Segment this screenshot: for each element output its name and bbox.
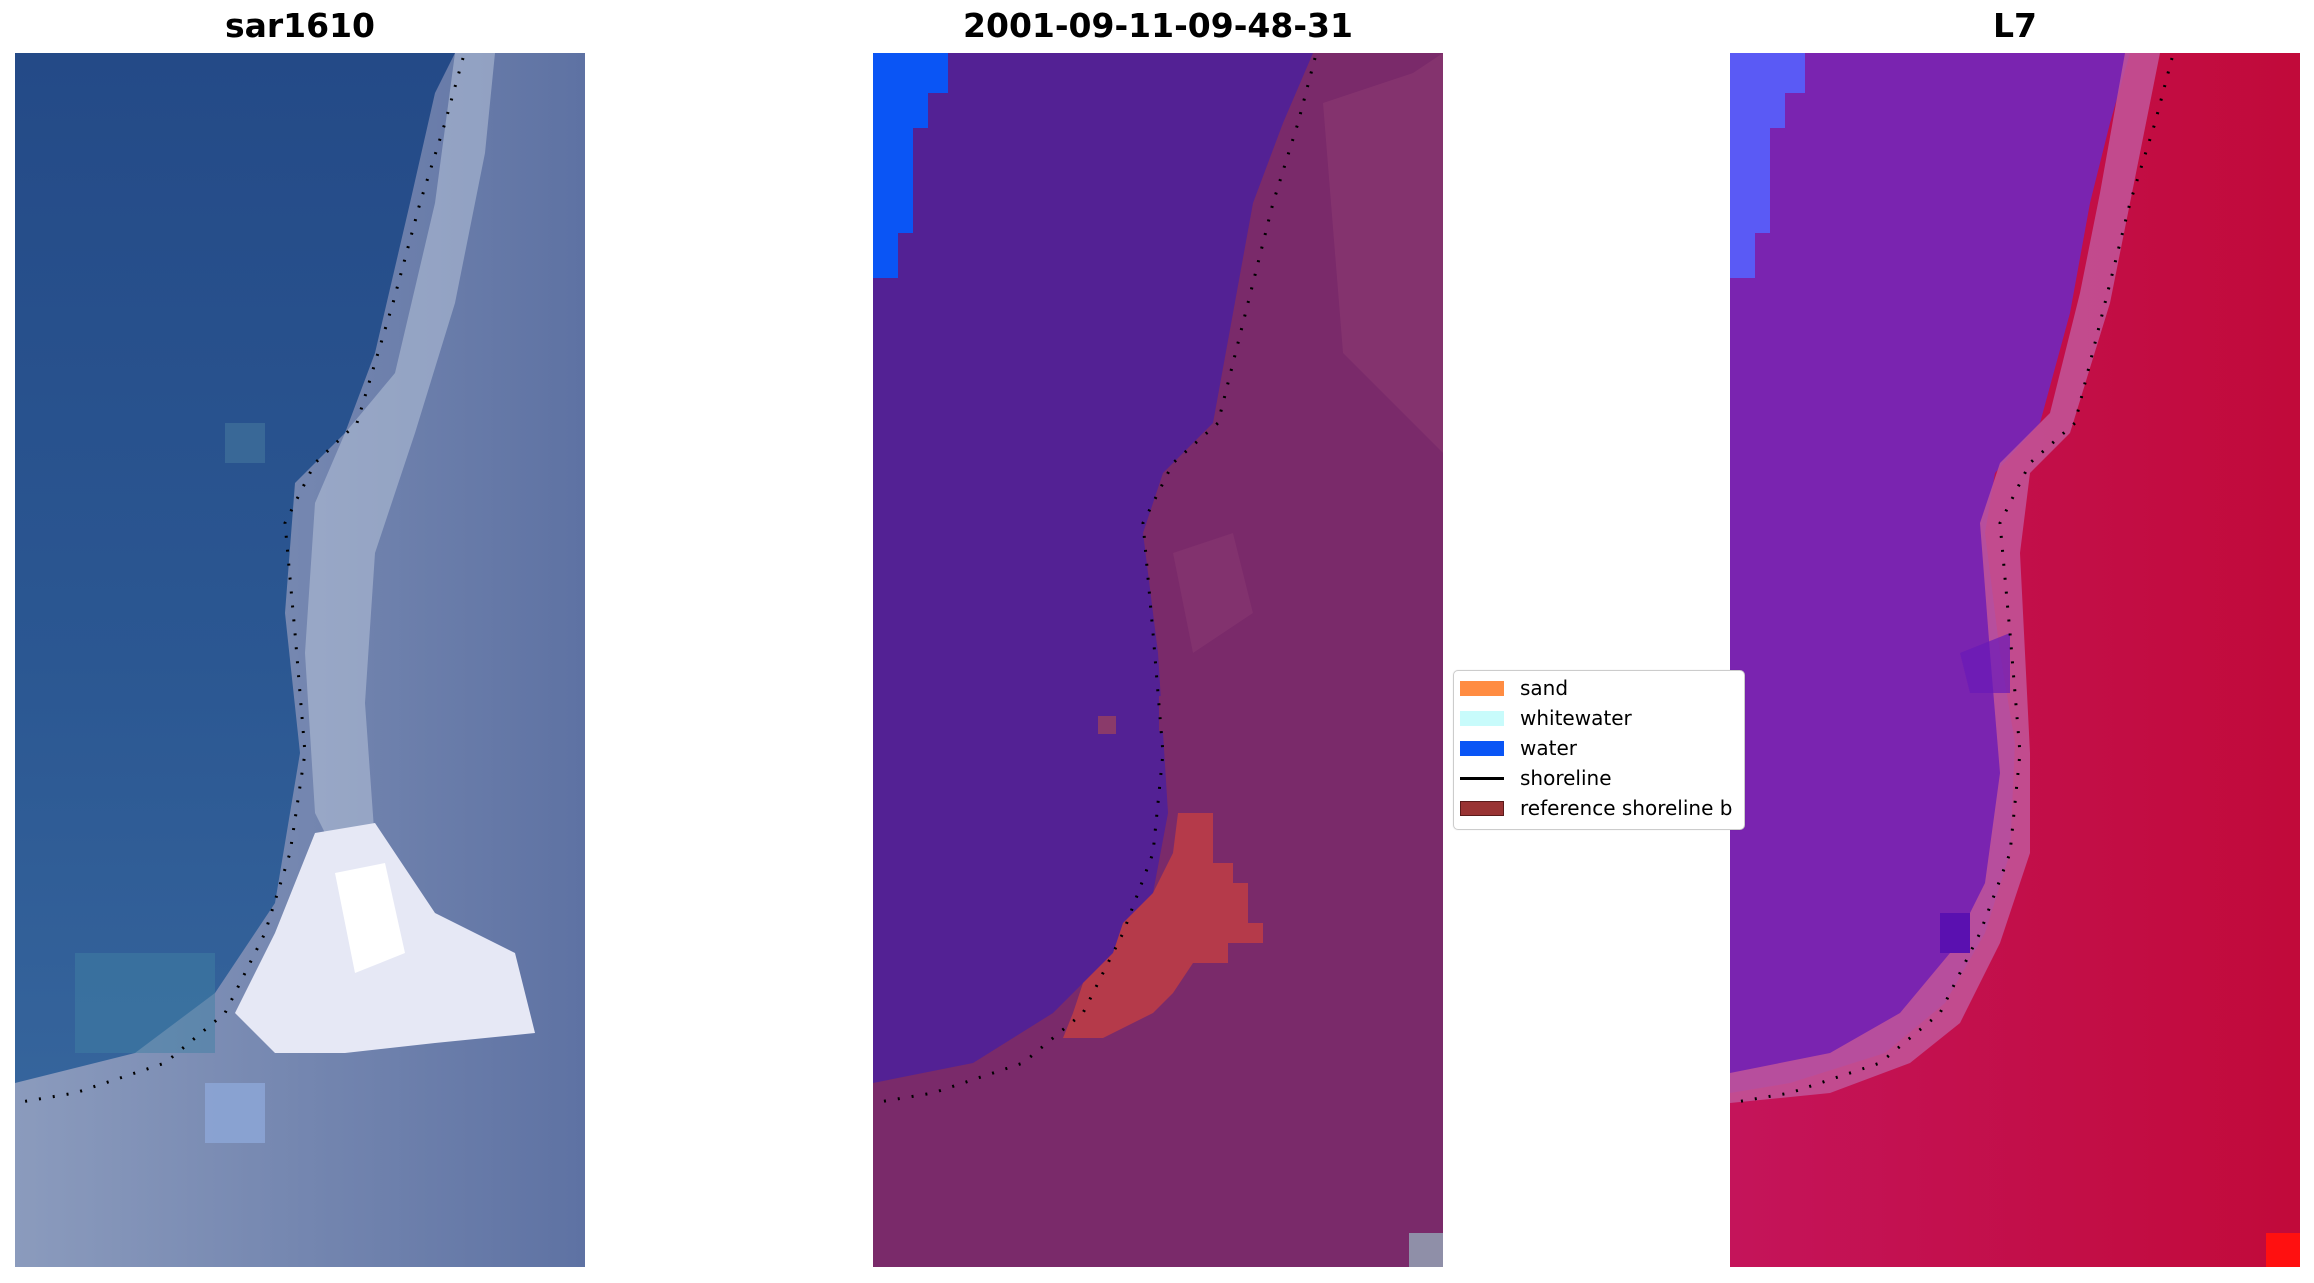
legend-label-shoreline: shoreline xyxy=(1520,766,1612,790)
legend-label-water: water xyxy=(1520,736,1577,760)
legend-label-sand: sand xyxy=(1520,676,1569,700)
legend-item-sand: sand xyxy=(1460,676,1569,700)
l7-image xyxy=(1730,53,2300,1267)
shoreline-line-swatch xyxy=(1460,776,1504,780)
whitewater-swatch xyxy=(1460,710,1504,726)
legend-label-reference-shoreline: reference shoreline b xyxy=(1520,796,1733,820)
panel-title-classified: 2001-09-11-09-48-31 xyxy=(963,6,1353,45)
legend-item-shoreline: shoreline xyxy=(1460,766,1612,790)
sand-swatch xyxy=(1460,680,1504,696)
panel-title-l7: L7 xyxy=(1993,6,2037,45)
legend-label-whitewater: whitewater xyxy=(1520,706,1632,730)
legend-item-whitewater: whitewater xyxy=(1460,706,1632,730)
legend-item-water: water xyxy=(1460,736,1577,760)
l7-image-panel xyxy=(1730,53,2300,1267)
classified-image-panel xyxy=(873,53,1443,1267)
legend: sand whitewater water shoreline referenc… xyxy=(1453,670,1745,830)
rgb-image xyxy=(15,53,585,1267)
rgb-image-panel xyxy=(15,53,585,1267)
classified-image xyxy=(873,53,1443,1267)
water-swatch xyxy=(1460,740,1504,756)
reference-shoreline-swatch xyxy=(1460,800,1504,816)
legend-item-reference-shoreline: reference shoreline b xyxy=(1460,796,1733,820)
panel-title-rgb: sar1610 xyxy=(224,6,376,45)
